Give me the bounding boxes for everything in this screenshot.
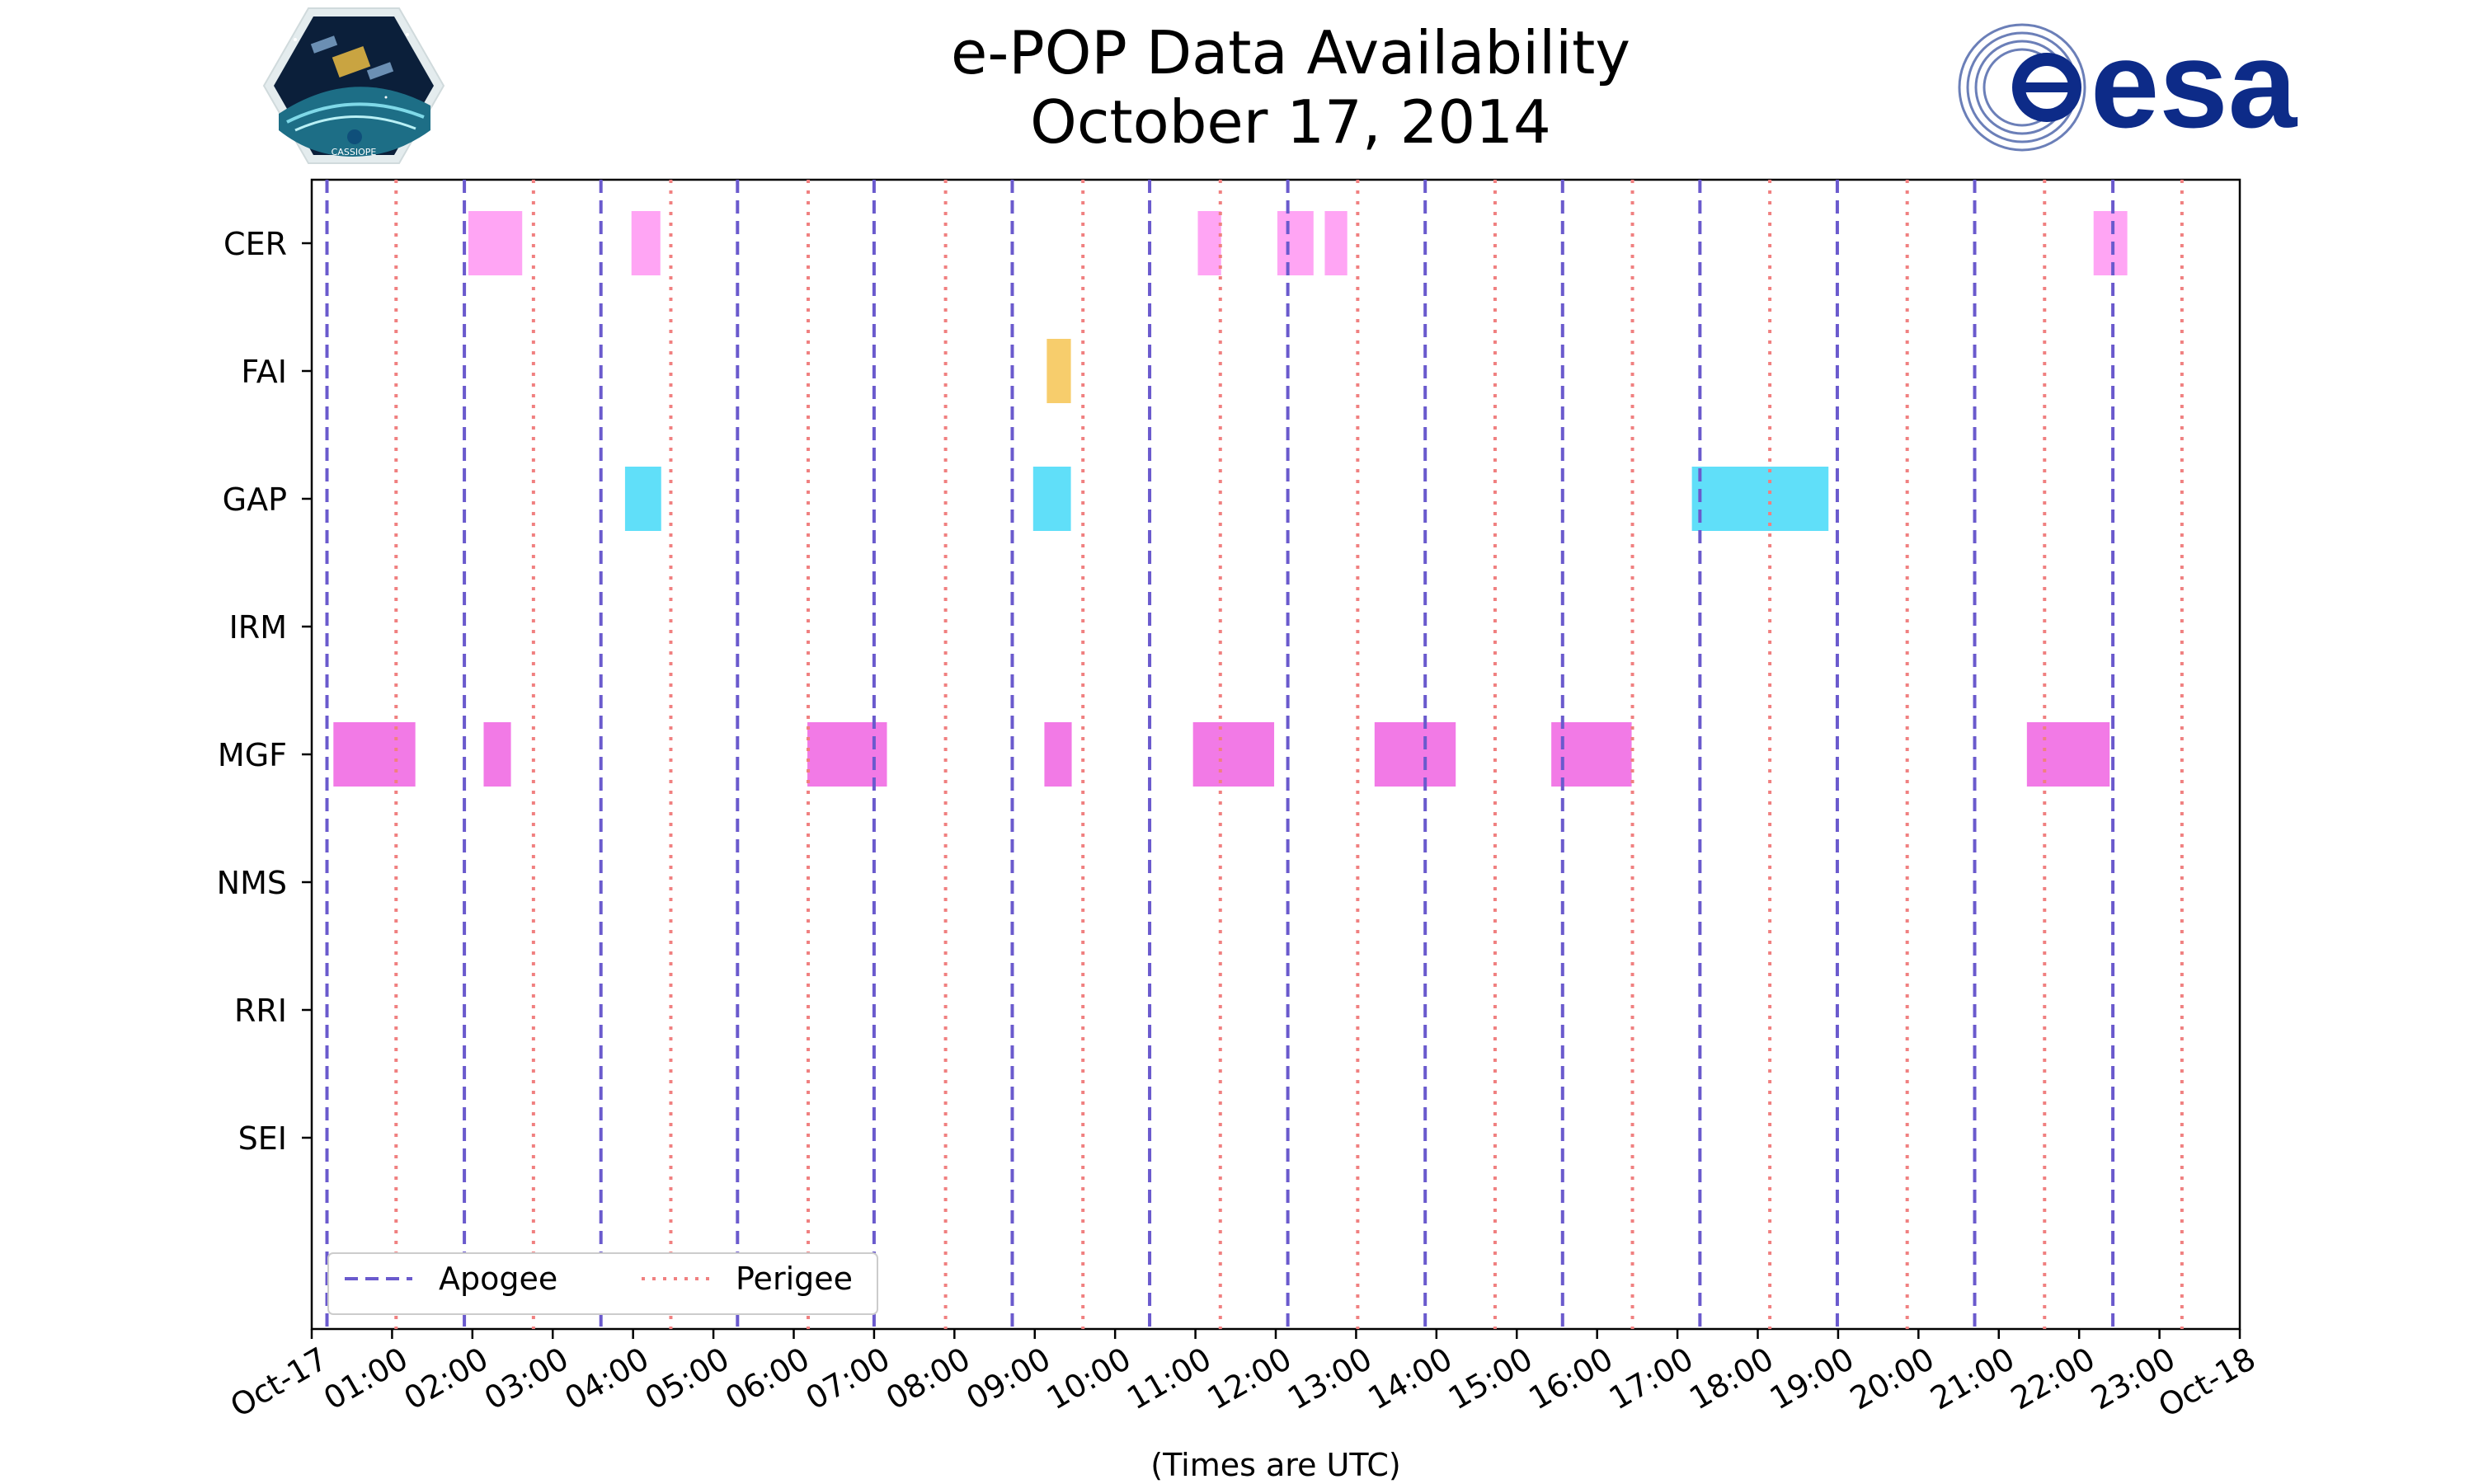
availability-bar-cer bbox=[631, 211, 661, 275]
availability-bar-mgf bbox=[2026, 722, 2110, 787]
availability-bar-cer bbox=[2093, 211, 2128, 275]
availability-bar-fai bbox=[1047, 339, 1071, 403]
x-tick-label: 13:00 bbox=[1282, 1341, 1378, 1417]
availability-bar-cer bbox=[468, 211, 523, 275]
chart-title-line1: e-POP Data Availability bbox=[951, 18, 1630, 87]
x-tick-label: 15:00 bbox=[1442, 1341, 1539, 1417]
x-tick-label: 16:00 bbox=[1522, 1341, 1619, 1417]
x-tick-label: 02:00 bbox=[397, 1341, 494, 1417]
esa-logo-text: esa bbox=[2091, 21, 2298, 153]
y-tick-label: RRI bbox=[234, 993, 287, 1029]
y-tick-label: NMS bbox=[217, 865, 287, 901]
cassiope-logo-text: CASSIOPE bbox=[332, 147, 377, 157]
x-axis-label: (Times are UTC) bbox=[1150, 1447, 1400, 1483]
y-tick-label: CER bbox=[223, 226, 287, 262]
chart-title-line2: October 17, 2014 bbox=[1030, 87, 1551, 157]
x-tick-label: 09:00 bbox=[960, 1341, 1056, 1417]
x-tick-label: 03:00 bbox=[478, 1341, 575, 1417]
legend: Apogee Perigee bbox=[327, 1252, 878, 1315]
x-tick-label: 21:00 bbox=[1924, 1341, 2020, 1417]
availability-bar-mgf bbox=[1374, 722, 1456, 787]
x-tick-label: 10:00 bbox=[1041, 1341, 1137, 1417]
availability-bar-cer bbox=[1277, 211, 1314, 275]
x-tick-label: 20:00 bbox=[1844, 1341, 1940, 1417]
availability-bar-mgf bbox=[333, 722, 416, 787]
availability-bar-mgf bbox=[1044, 722, 1072, 787]
availability-bar-gap bbox=[624, 467, 661, 531]
x-tick-label: 17:00 bbox=[1603, 1341, 1700, 1417]
x-tick-label: 04:00 bbox=[558, 1341, 655, 1417]
availability-bar-mgf bbox=[1192, 722, 1275, 787]
availability-bar-cer bbox=[1324, 211, 1348, 275]
availability-bar-gap bbox=[1691, 467, 1829, 531]
x-tick-label: 22:00 bbox=[2005, 1341, 2101, 1417]
availability-bar-mgf bbox=[1551, 722, 1632, 787]
x-tick-label: 06:00 bbox=[719, 1341, 816, 1417]
y-tick-label: FAI bbox=[241, 354, 287, 390]
availability-bar-gap bbox=[1032, 467, 1071, 531]
y-tick-label: GAP bbox=[223, 481, 287, 518]
y-tick-label: IRM bbox=[229, 609, 287, 646]
x-tick-label: 01:00 bbox=[317, 1341, 414, 1417]
y-tick-label: MGF bbox=[218, 737, 287, 773]
availability-bar-mgf bbox=[807, 722, 887, 787]
x-tick-label: 07:00 bbox=[800, 1341, 896, 1417]
x-tick-label: 11:00 bbox=[1121, 1341, 1217, 1417]
x-tick-label: 19:00 bbox=[1764, 1341, 1860, 1417]
legend-apogee-label: Apogee bbox=[439, 1261, 557, 1297]
availability-bar-cer bbox=[1197, 211, 1221, 275]
cassiope-mission-logo: CASSIOPE bbox=[262, 7, 445, 164]
x-tick-label: Oct-17 bbox=[224, 1341, 334, 1425]
x-tick-label: 05:00 bbox=[639, 1341, 736, 1417]
x-tick-label: 08:00 bbox=[880, 1341, 976, 1417]
esa-logo: esa bbox=[1958, 21, 2298, 153]
legend-perigee-label: Perigee bbox=[736, 1261, 853, 1297]
x-tick-label: 14:00 bbox=[1362, 1341, 1458, 1417]
availability-bar-mgf bbox=[483, 722, 511, 787]
satellite-icon bbox=[310, 35, 394, 80]
x-tick-label: 18:00 bbox=[1683, 1341, 1780, 1417]
y-tick-label: SEI bbox=[238, 1120, 287, 1157]
chart-title: e-POP Data Availability October 17, 2014 bbox=[0, 18, 2474, 157]
x-tick-label: 12:00 bbox=[1202, 1341, 1298, 1417]
legend-box bbox=[327, 1252, 878, 1315]
